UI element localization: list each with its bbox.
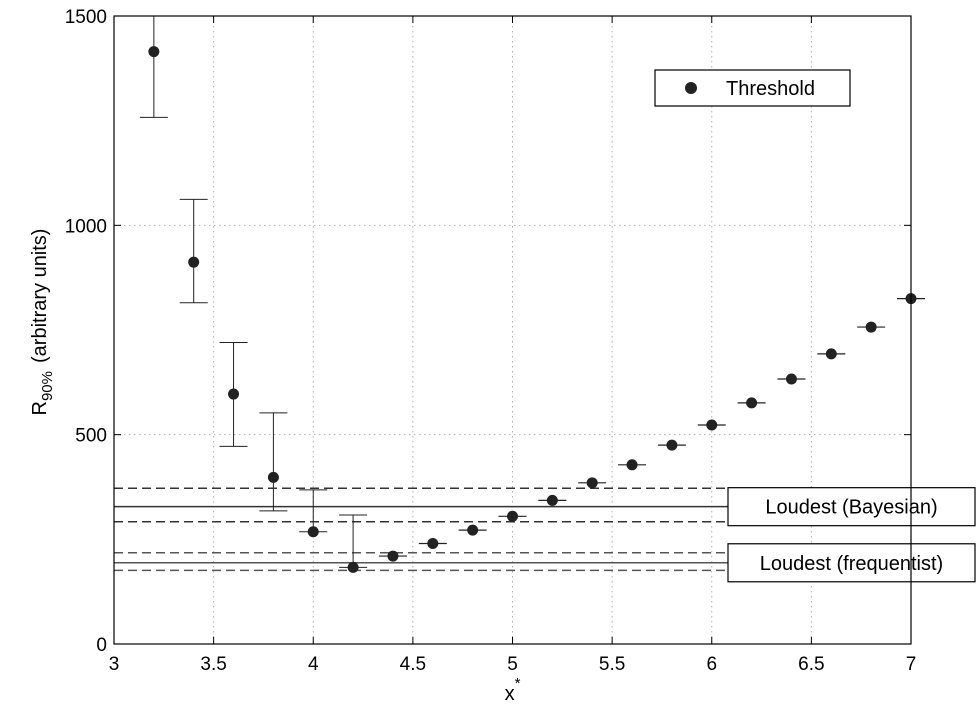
reference-lines: Loudest (Bayesian) Loudest (frequentist) — [114, 487, 976, 583]
data-point — [139, 15, 168, 118]
y-axis-title-main: R — [29, 401, 51, 415]
marker-threshold — [785, 373, 797, 385]
data-point — [618, 459, 647, 471]
x-tick-label: 7 — [906, 654, 917, 675]
data-point — [697, 419, 726, 431]
data-point — [737, 397, 766, 409]
y-axis-title-sub: 90% — [39, 371, 56, 401]
marker-threshold — [347, 561, 359, 573]
x-tick-label: 6.5 — [798, 654, 824, 675]
x-tick-label: 3 — [109, 654, 120, 675]
x-tick-label: 3.5 — [200, 654, 226, 675]
data-point — [817, 348, 846, 360]
x-axis-title: x* — [505, 675, 521, 705]
marker-threshold — [467, 524, 479, 536]
reference-line-bayesian: Loudest (Bayesian) — [114, 487, 976, 527]
series-threshold — [139, 15, 925, 573]
y-axis-title: R90% (arbitrary units) — [29, 229, 56, 416]
x-tick-label: 6 — [706, 654, 717, 675]
marker-threshold — [666, 439, 678, 451]
data-point — [458, 524, 487, 536]
marker-threshold — [706, 419, 718, 431]
marker-threshold — [507, 510, 518, 522]
reference-label: Loudest (Bayesian) — [765, 497, 937, 519]
marker-threshold — [427, 538, 439, 550]
marker-threshold — [148, 46, 160, 58]
axis-ticks — [113, 15, 912, 645]
marker-threshold — [267, 471, 279, 483]
data-point — [538, 494, 567, 506]
data-point — [578, 477, 607, 489]
data-point — [339, 514, 368, 573]
axis-labels: 3 3.5 4 4.5 5 5.5 6 6.5 7 0 500 1000 1500 — [65, 7, 917, 675]
data-point — [219, 342, 248, 447]
data-point — [179, 198, 208, 304]
legend-label-threshold: Threshold — [726, 78, 815, 100]
data-point — [259, 412, 288, 512]
marker-threshold — [626, 459, 638, 471]
marker-threshold — [546, 494, 558, 506]
data-point — [657, 439, 686, 451]
y-tick-label: 500 — [75, 426, 107, 447]
legend-marker-threshold — [685, 82, 697, 94]
x-axis-title-sup: * — [515, 675, 521, 692]
data-point — [299, 489, 328, 538]
reference-label-box — [727, 487, 976, 527]
marker-threshold — [746, 397, 758, 409]
x-axis-title-main: x — [505, 683, 515, 705]
marker-threshold — [228, 388, 240, 400]
y-axis-title-rest: (arbitrary units) — [29, 229, 51, 363]
reference-label-box — [727, 543, 976, 583]
x-tick-label: 5 — [507, 654, 518, 675]
x-tick-label: 4 — [308, 654, 319, 675]
data-point — [418, 538, 447, 550]
marker-threshold — [188, 256, 200, 268]
reference-label: Loudest (frequentist) — [760, 553, 943, 575]
data-point — [777, 373, 806, 385]
reference-line-frequentist: Loudest (frequentist) — [114, 543, 976, 583]
marker-threshold — [307, 526, 319, 538]
data-point — [498, 510, 527, 522]
legend: Threshold — [654, 69, 851, 107]
y-tick-label: 1500 — [65, 7, 107, 28]
data-point — [378, 550, 407, 562]
data-point — [857, 321, 886, 333]
marker-threshold — [865, 321, 877, 333]
marker-threshold — [387, 550, 399, 562]
y-tick-label: 0 — [96, 635, 107, 656]
marker-threshold — [825, 348, 837, 360]
x-tick-label: 5.5 — [599, 654, 625, 675]
marker-threshold — [586, 477, 598, 489]
y-tick-label: 1000 — [65, 216, 107, 237]
x-tick-label: 4.5 — [400, 654, 426, 675]
